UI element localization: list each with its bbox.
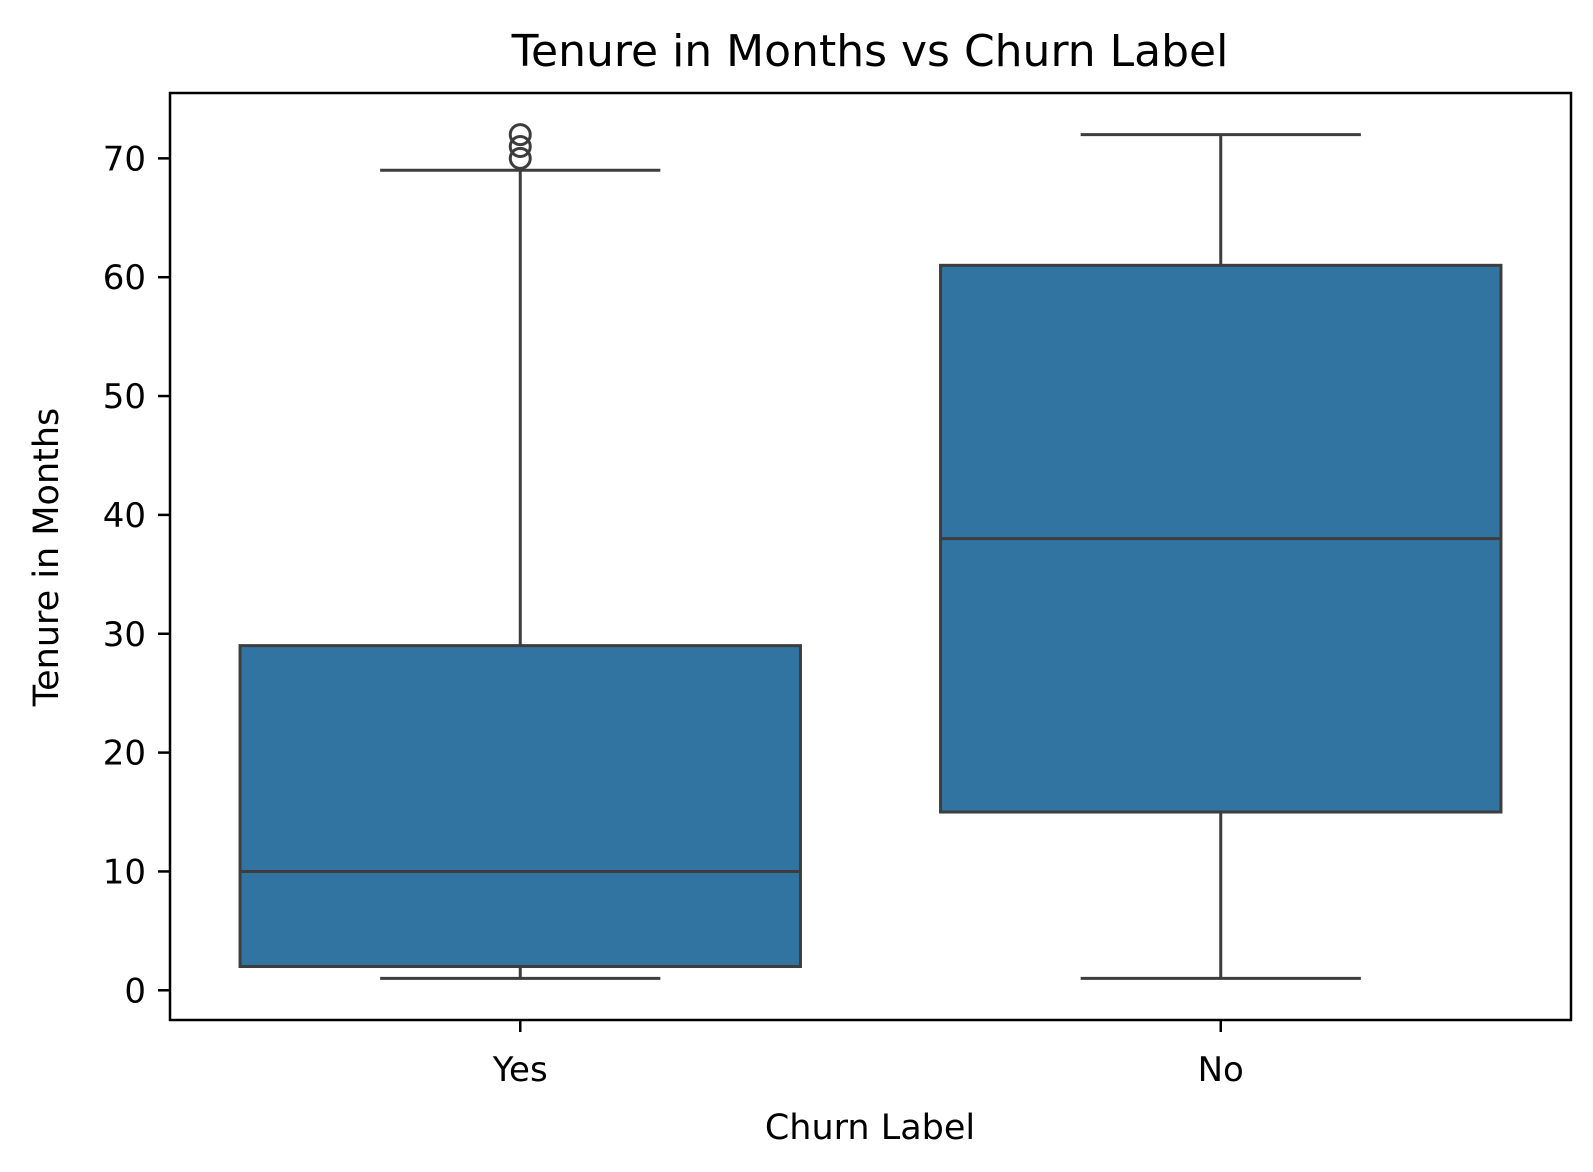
x-tick-label-no: No xyxy=(1198,1050,1244,1090)
outlier-point-yes xyxy=(508,134,532,158)
y-axis-label: Tenure in Months xyxy=(27,408,67,708)
x-axis-label: Churn Label xyxy=(765,1108,975,1148)
box-yes xyxy=(238,644,802,969)
y-tick-label-20: 20 xyxy=(103,734,146,774)
outlier-point-yes xyxy=(508,123,532,147)
y-tick-label-30: 30 xyxy=(103,615,146,655)
y-tick-label-40: 40 xyxy=(103,496,146,536)
y-tick-label-0: 0 xyxy=(124,971,146,1011)
y-tick-label-50: 50 xyxy=(103,377,146,417)
plot-layer xyxy=(238,123,1503,980)
plot-frame xyxy=(168,91,1573,1022)
axes-layer: Yes No 0 10 20 30 40 50 60 70 xyxy=(103,139,1244,1090)
outlier-point-yes xyxy=(508,146,532,170)
y-tick-label-70: 70 xyxy=(103,139,146,179)
y-tick-label-10: 10 xyxy=(103,852,146,892)
chart-title: Tenure in Months vs Churn Label xyxy=(511,26,1229,77)
x-tick-label-yes: Yes xyxy=(492,1050,548,1090)
y-tick-label-60: 60 xyxy=(103,258,146,298)
